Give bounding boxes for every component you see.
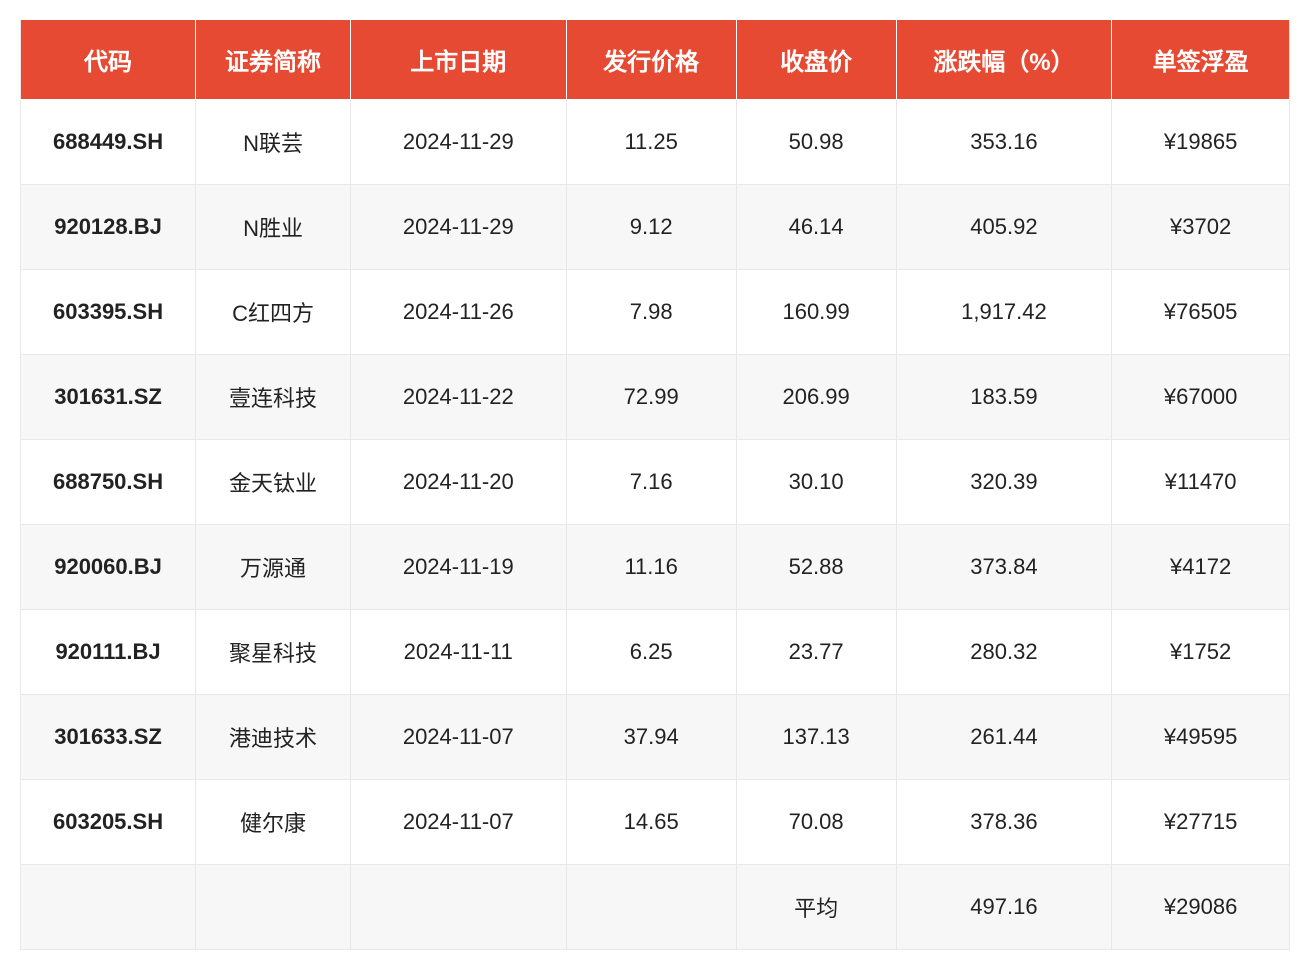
cell-change-pct: 405.92: [896, 185, 1112, 270]
cell-code: 688449.SH: [21, 100, 196, 185]
cell-profit-avg: ¥29086: [1112, 865, 1290, 950]
cell-listing-date: 2024-11-29: [350, 185, 566, 270]
cell-close-price: 70.08: [736, 780, 896, 865]
cell-listing-date: 2024-11-19: [350, 525, 566, 610]
cell-issue-price: 37.94: [566, 695, 736, 780]
col-header-change-pct: 涨跌幅（%）: [896, 20, 1112, 100]
cell-profit: ¥11470: [1112, 440, 1290, 525]
cell-issue-price: 11.16: [566, 525, 736, 610]
cell-average-label: 平均: [736, 865, 896, 950]
cell-listing-date: 2024-11-20: [350, 440, 566, 525]
cell-profit: ¥3702: [1112, 185, 1290, 270]
table-header: 代码 证券简称 上市日期 发行价格 收盘价 涨跌幅（%） 单签浮盈: [21, 20, 1290, 100]
cell-change-pct: 353.16: [896, 100, 1112, 185]
cell-change-pct-avg: 497.16: [896, 865, 1112, 950]
cell-change-pct: 261.44: [896, 695, 1112, 780]
col-header-code: 代码: [21, 20, 196, 100]
cell-close-price: 160.99: [736, 270, 896, 355]
cell-change-pct: 280.32: [896, 610, 1112, 695]
cell-close-price: 50.98: [736, 100, 896, 185]
cell-issue-price: 7.98: [566, 270, 736, 355]
cell-name: C红四方: [196, 270, 351, 355]
table-row: 920060.BJ 万源通 2024-11-19 11.16 52.88 373…: [21, 525, 1290, 610]
cell-name: 金天钛业: [196, 440, 351, 525]
cell-name: 聚星科技: [196, 610, 351, 695]
cell-listing-date: 2024-11-07: [350, 695, 566, 780]
table-row: 920111.BJ 聚星科技 2024-11-11 6.25 23.77 280…: [21, 610, 1290, 695]
cell-code: 301631.SZ: [21, 355, 196, 440]
cell-profit: ¥49595: [1112, 695, 1290, 780]
cell-code: [21, 865, 196, 950]
cell-name: N胜业: [196, 185, 351, 270]
cell-profit: ¥19865: [1112, 100, 1290, 185]
cell-code: 688750.SH: [21, 440, 196, 525]
cell-profit: ¥1752: [1112, 610, 1290, 695]
cell-code: 920128.BJ: [21, 185, 196, 270]
cell-listing-date: 2024-11-22: [350, 355, 566, 440]
table-row: 301631.SZ 壹连科技 2024-11-22 72.99 206.99 1…: [21, 355, 1290, 440]
cell-name: 壹连科技: [196, 355, 351, 440]
cell-code: 603205.SH: [21, 780, 196, 865]
cell-issue-price: 14.65: [566, 780, 736, 865]
cell-change-pct: 1,917.42: [896, 270, 1112, 355]
cell-profit: ¥27715: [1112, 780, 1290, 865]
cell-code: 301633.SZ: [21, 695, 196, 780]
cell-issue-price: 6.25: [566, 610, 736, 695]
cell-profit: ¥4172: [1112, 525, 1290, 610]
cell-listing-date: 2024-11-07: [350, 780, 566, 865]
cell-issue-price: 11.25: [566, 100, 736, 185]
table-row: 603395.SH C红四方 2024-11-26 7.98 160.99 1,…: [21, 270, 1290, 355]
cell-listing-date: 2024-11-11: [350, 610, 566, 695]
header-row: 代码 证券简称 上市日期 发行价格 收盘价 涨跌幅（%） 单签浮盈: [21, 20, 1290, 100]
cell-listing-date: [350, 865, 566, 950]
table-row: 603205.SH 健尔康 2024-11-07 14.65 70.08 378…: [21, 780, 1290, 865]
cell-close-price: 206.99: [736, 355, 896, 440]
cell-change-pct: 183.59: [896, 355, 1112, 440]
cell-issue-price: 7.16: [566, 440, 736, 525]
cell-change-pct: 378.36: [896, 780, 1112, 865]
table-row: 688449.SH N联芸 2024-11-29 11.25 50.98 353…: [21, 100, 1290, 185]
table-row: 688750.SH 金天钛业 2024-11-20 7.16 30.10 320…: [21, 440, 1290, 525]
cell-change-pct: 320.39: [896, 440, 1112, 525]
cell-change-pct: 373.84: [896, 525, 1112, 610]
cell-close-price: 30.10: [736, 440, 896, 525]
col-header-profit: 单签浮盈: [1112, 20, 1290, 100]
cell-name: 港迪技术: [196, 695, 351, 780]
table-row-summary: 平均 497.16 ¥29086: [21, 865, 1290, 950]
cell-profit: ¥67000: [1112, 355, 1290, 440]
cell-profit: ¥76505: [1112, 270, 1290, 355]
cell-name: 健尔康: [196, 780, 351, 865]
table-row: 920128.BJ N胜业 2024-11-29 9.12 46.14 405.…: [21, 185, 1290, 270]
cell-issue-price: [566, 865, 736, 950]
col-header-issue-price: 发行价格: [566, 20, 736, 100]
stock-ipo-table: 代码 证券简称 上市日期 发行价格 收盘价 涨跌幅（%） 单签浮盈 688449…: [20, 20, 1290, 950]
col-header-name: 证券简称: [196, 20, 351, 100]
cell-code: 920111.BJ: [21, 610, 196, 695]
cell-issue-price: 72.99: [566, 355, 736, 440]
table-body: 688449.SH N联芸 2024-11-29 11.25 50.98 353…: [21, 100, 1290, 950]
cell-name: 万源通: [196, 525, 351, 610]
col-header-listing-date: 上市日期: [350, 20, 566, 100]
cell-code: 603395.SH: [21, 270, 196, 355]
cell-close-price: 137.13: [736, 695, 896, 780]
cell-listing-date: 2024-11-29: [350, 100, 566, 185]
col-header-close-price: 收盘价: [736, 20, 896, 100]
cell-name: N联芸: [196, 100, 351, 185]
cell-close-price: 52.88: [736, 525, 896, 610]
cell-code: 920060.BJ: [21, 525, 196, 610]
cell-close-price: 23.77: [736, 610, 896, 695]
table-row: 301633.SZ 港迪技术 2024-11-07 37.94 137.13 2…: [21, 695, 1290, 780]
cell-issue-price: 9.12: [566, 185, 736, 270]
cell-name: [196, 865, 351, 950]
cell-listing-date: 2024-11-26: [350, 270, 566, 355]
cell-close-price: 46.14: [736, 185, 896, 270]
